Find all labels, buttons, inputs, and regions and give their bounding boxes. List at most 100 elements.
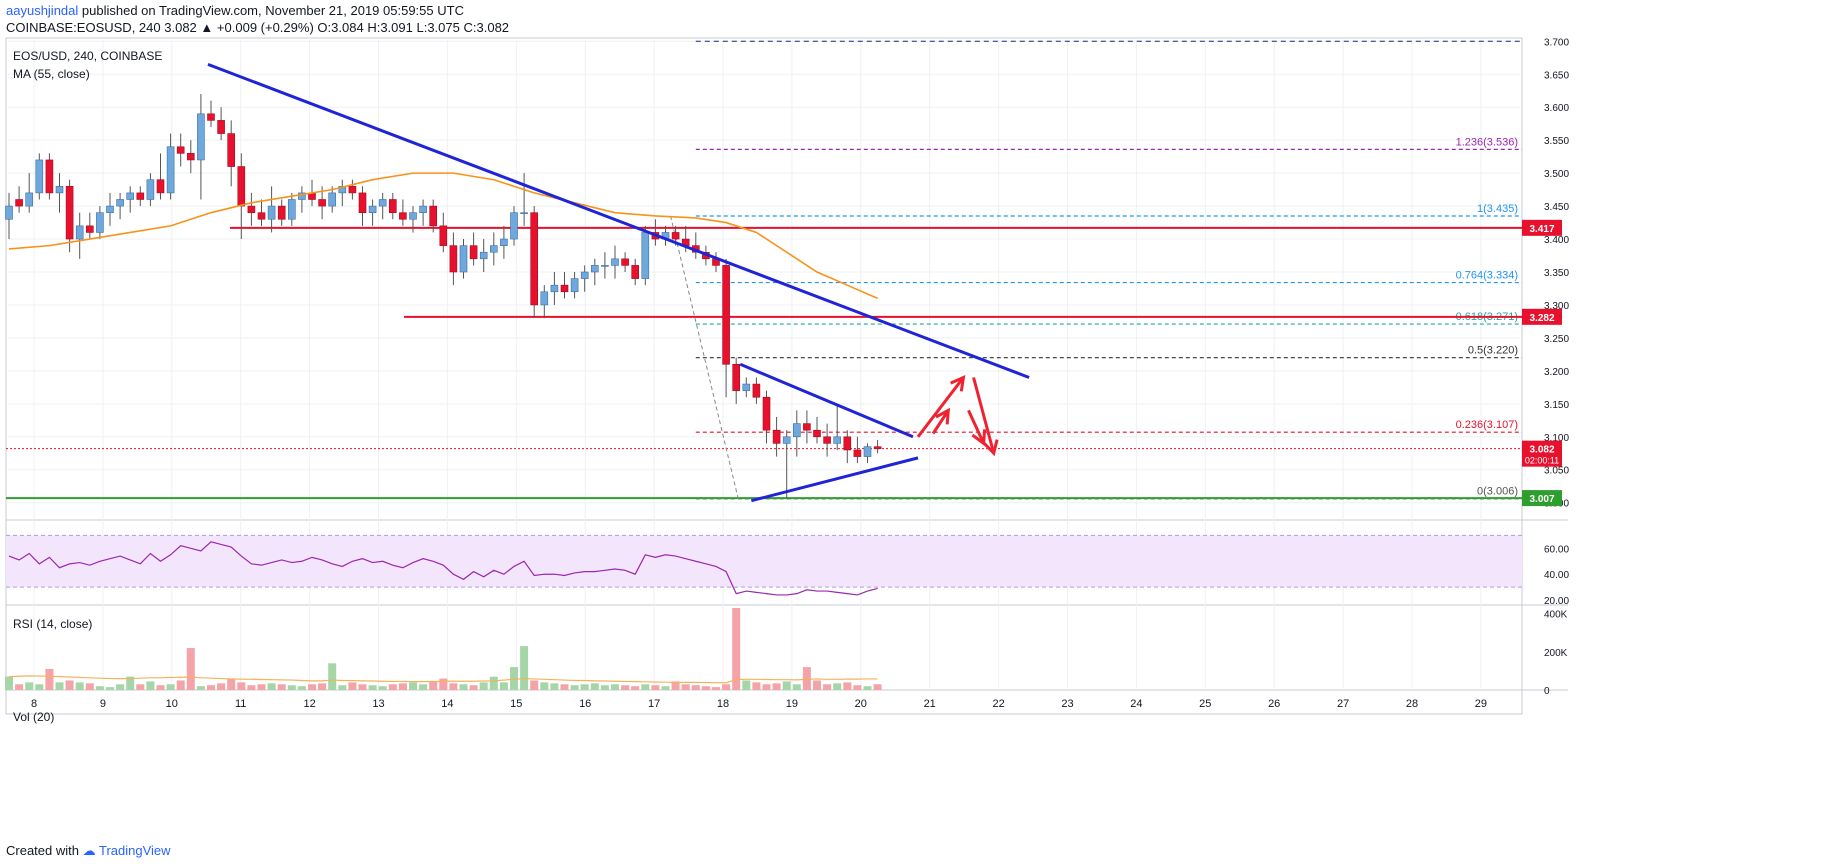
candle-body: [671, 232, 680, 240]
candle-body: [520, 212, 528, 214]
candle-body: [106, 205, 114, 213]
price-change: +0.009 (+0.29%): [216, 20, 314, 35]
projection-arrow-head: [950, 374, 966, 392]
candle-body: [641, 232, 650, 279]
close-label: C:: [463, 20, 477, 35]
x-tick-label: 21: [924, 698, 936, 710]
current-price-tag: [1522, 440, 1562, 467]
projection-arrow-head: [983, 439, 999, 457]
volume-bar: [843, 682, 852, 690]
projection-arrow-head: [935, 407, 951, 425]
volume-bar: [590, 683, 599, 690]
candle-body: [722, 265, 730, 365]
y-tick-label: 3.050: [1544, 466, 1569, 477]
volume-bar: [560, 684, 569, 690]
volume-bar: [631, 686, 640, 690]
y-tick-label: 3.450: [1544, 202, 1569, 213]
tradingview-brand[interactable]: TradingView: [99, 843, 171, 858]
candle-body: [136, 192, 145, 200]
author-link[interactable]: aayushjindal: [6, 3, 79, 18]
volume-bar: [570, 685, 579, 690]
volume-bar: [348, 682, 357, 690]
low-label: L:: [416, 20, 428, 35]
vol-tick-label: 400K: [1544, 610, 1568, 621]
level-price-label: 3.007: [1529, 494, 1554, 505]
x-tick-label: 29: [1475, 698, 1487, 710]
x-tick-label: 12: [303, 698, 315, 710]
y-tick-label: 3.350: [1544, 268, 1569, 279]
candle-body: [217, 120, 225, 134]
volume-bar: [853, 685, 862, 690]
volume-bar: [328, 663, 337, 690]
tradingview-logo-icon[interactable]: ☁: [82, 843, 96, 858]
moving-average-line: [8, 172, 878, 300]
volume-bar: [691, 685, 700, 690]
candle-body: [328, 192, 337, 207]
high-label: H:: [367, 20, 381, 35]
volume-bar: [540, 682, 549, 690]
fib-level-label: 1(3.435): [1477, 203, 1518, 215]
volume-bar: [95, 686, 104, 690]
volume-bar: [863, 686, 872, 690]
volume-bar: [45, 669, 54, 690]
volume-bar: [5, 676, 13, 690]
candle-body: [399, 212, 407, 220]
x-tick-label: 22: [992, 698, 1004, 710]
volume-bar: [520, 646, 529, 690]
volume-bar: [116, 684, 125, 690]
candle-body: [500, 238, 508, 246]
candle-body: [863, 446, 872, 457]
volume-bar: [196, 686, 205, 690]
volume-bar: [126, 676, 135, 690]
rsi-tick-label: 60.00: [1544, 544, 1569, 555]
volume-bar: [15, 684, 24, 690]
x-tick-label: 11: [235, 698, 246, 710]
volume-bar: [35, 684, 44, 690]
level-price-tag: [1522, 308, 1562, 325]
candle-body: [55, 186, 64, 194]
x-tick-label: 13: [372, 698, 384, 710]
candle-body: [742, 383, 751, 391]
symbol-name: COINBASE:EOSUSD, 240: [6, 20, 161, 35]
candle-body: [449, 245, 458, 273]
candle-body: [409, 212, 417, 220]
volume-bar: [378, 686, 387, 690]
volume-bar: [227, 678, 236, 690]
candle-body: [75, 225, 84, 240]
y-tick-label: 3.400: [1544, 235, 1569, 246]
volume-bar: [156, 685, 165, 690]
candle-body: [439, 225, 448, 246]
footer-credit: Created with ☁ TradingView: [6, 843, 171, 859]
volume-bar: [641, 684, 650, 690]
volume-bar: [368, 685, 377, 690]
candle-body: [287, 199, 296, 220]
y-tick-label: 3.300: [1544, 301, 1569, 312]
trendline: [739, 362, 914, 439]
candle-body: [65, 186, 74, 240]
volume-bar: [732, 608, 741, 690]
chart-legend-ma: MA (55, close): [13, 67, 90, 81]
candle-body: [338, 186, 347, 194]
volume-bar: [429, 681, 438, 690]
y-tick-label: 3.650: [1544, 70, 1569, 81]
volume-bar: [166, 684, 175, 690]
candle-body: [15, 199, 23, 207]
y-tick-label: 3.200: [1544, 367, 1569, 378]
trendline: [750, 456, 919, 503]
candle-body: [86, 225, 94, 233]
symbol-line: COINBASE:EOSUSD, 240 3.082 ▲ +0.009 (+0.…: [6, 20, 509, 36]
x-tick-label: 8: [31, 698, 37, 710]
high-value: 3.091: [380, 20, 413, 35]
candle-body: [419, 205, 427, 213]
candle-body: [823, 436, 831, 444]
candle-body: [126, 192, 134, 200]
volume-bar: [136, 684, 145, 690]
projection-arrow: [931, 409, 950, 435]
volume-bar: [510, 667, 518, 690]
candle-body: [469, 245, 478, 260]
y-tick-label: 3.150: [1544, 400, 1569, 411]
candle-body: [378, 199, 387, 207]
level-price-label: 3.282: [1529, 313, 1554, 324]
volume-bar: [469, 685, 478, 690]
